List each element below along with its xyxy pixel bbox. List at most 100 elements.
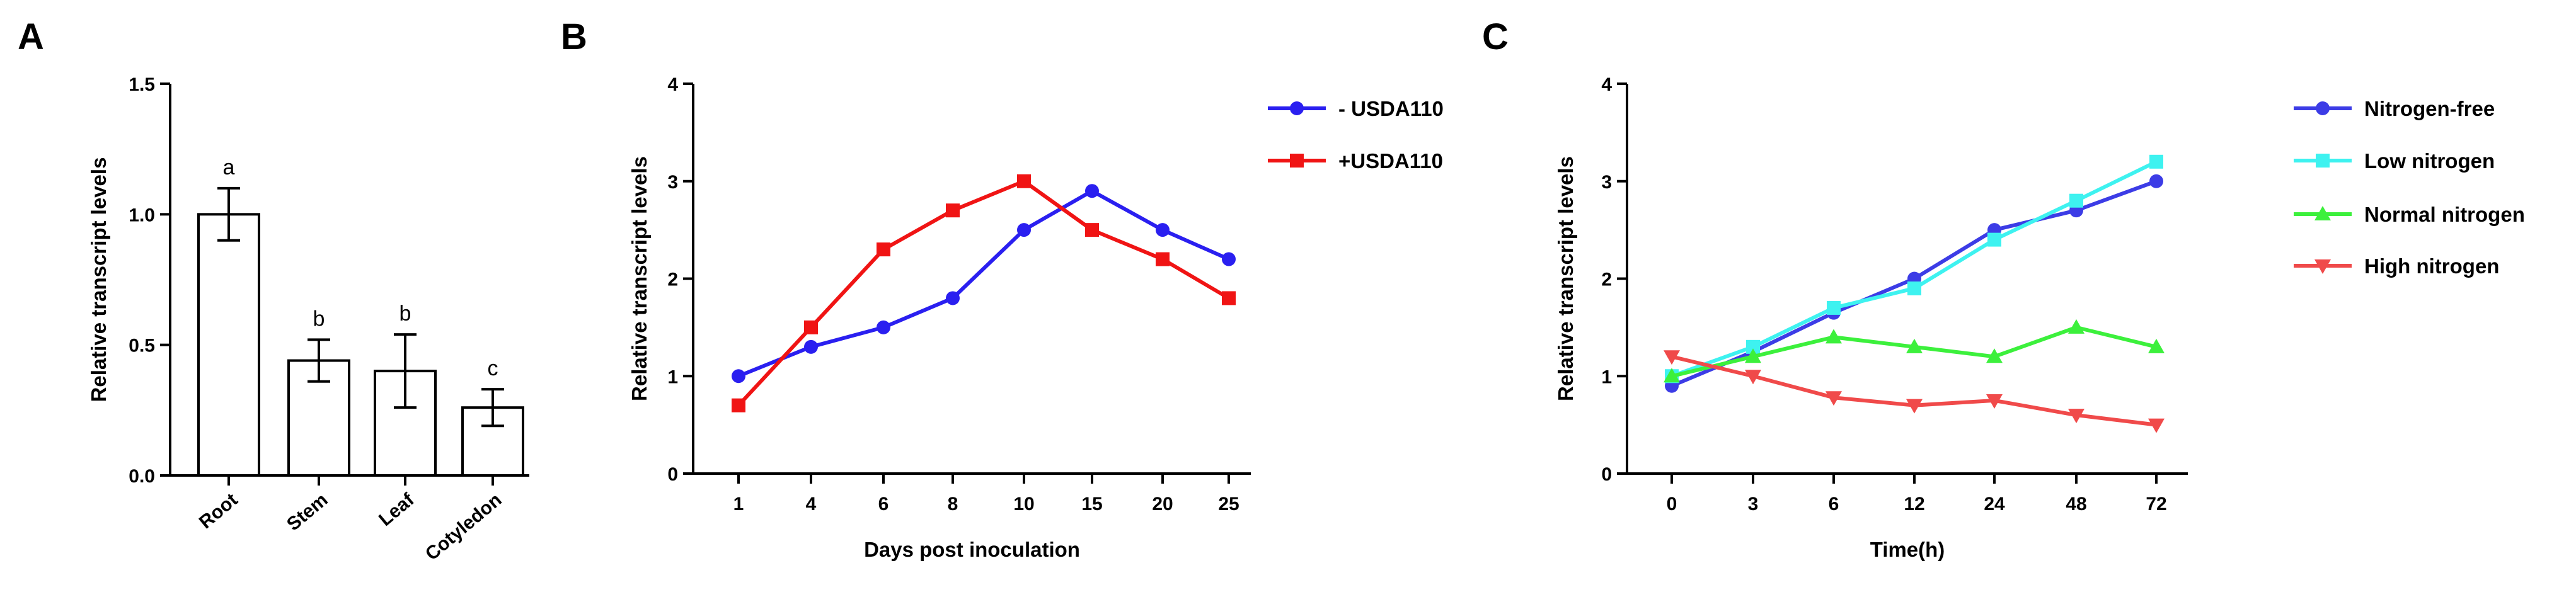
legend-marker-normal-nitrogen [2314,206,2331,220]
legend-label-high-nitrogen: High nitrogen [2364,254,2499,278]
b-x-tick-label: 8 [948,494,958,515]
series-line-usda110 [737,179,1230,407]
data-point-low-nitrogen [1827,300,1841,315]
legend-marker-nitrogen-free [2316,101,2330,115]
data-point-usda110 [732,398,745,412]
data-point-usda110 [1156,223,1170,237]
a-x-tick-label: Stem [283,489,331,535]
data-point-low-nitrogen [1907,281,1921,295]
c-x-tick-label: 3 [1748,494,1759,515]
data-point-usda110 [1222,291,1236,305]
data-point-high-nitrogen [1745,370,1761,385]
data-point-normal-nitrogen [1986,348,2003,363]
b-y-tick-label: 2 [667,270,678,290]
legend-label-nitrogen-free: Nitrogen-free [2364,97,2495,120]
data-point-normal-nitrogen [1906,338,1923,353]
legend-marker-high-nitrogen [2314,259,2331,274]
c-y-tick-label: 0 [1601,464,1612,485]
c-x-axis-title: Time(h) [1870,538,1945,561]
b-x-tick-label: 1 [733,494,744,515]
data-point-nitrogen-free [2149,174,2163,188]
data-point-low-nitrogen [1746,339,1760,354]
data-point-usda110 [946,203,960,218]
b-y-tick-label: 3 [667,172,678,193]
data-point-usda110 [732,369,745,384]
c-x-tick-label: 24 [1984,494,2005,515]
b-x-axis-title: Days post inoculation [864,538,1080,561]
panel-label-b: B [561,16,587,57]
data-point-low-nitrogen [2069,193,2083,208]
significance-letter: a [223,156,235,179]
bar-root [197,213,260,477]
a-x-tick-label: Leaf [375,489,418,530]
panel-label-a: A [18,16,44,57]
b-y-tick-label: 0 [667,464,678,485]
data-point-usda110 [1156,252,1170,266]
b-x-tick-label: 20 [1152,494,1173,515]
data-point-high-nitrogen [1664,350,1680,365]
a-y-tick-label: 0.0 [129,466,155,487]
data-point-usda110 [804,320,818,334]
c-y-tick-label: 4 [1601,74,1612,95]
panel-label-c: C [1482,16,1509,57]
data-point-normal-nitrogen [2068,319,2084,334]
legend-marker-usda110 [1290,101,1304,115]
data-point-low-nitrogen [1987,232,2001,247]
b-y-tick-label: 4 [667,74,678,95]
data-point-usda110 [1085,223,1099,237]
chart-a-bar: 0.0 0.5 1.0 1.5 a Root b Stem b Leaf c Cotyledon Rel… [87,74,529,565]
c-x-tick-label: 12 [1904,494,1924,515]
legend-label-usda110: +USDA110 [1338,149,1443,173]
b-y-axis-title: Relative transcript levels [628,156,651,401]
data-point-high-nitrogen [1826,391,1842,406]
c-y-tick-label: 1 [1601,367,1612,387]
a-y-axis-title: Relative transcript levels [87,157,110,402]
data-point-high-nitrogen [2068,409,2084,424]
b-x-tick-label: 25 [1218,494,1239,515]
data-point-high-nitrogen [2148,418,2165,433]
a-y-tick-label: 0.5 [129,336,155,356]
data-point-usda110 [1222,252,1236,266]
data-point-normal-nitrogen [1664,368,1680,383]
significance-letter: b [313,307,325,331]
legend-label-usda110: - USDA110 [1338,97,1444,120]
a-x-tick-label: Cotyledon [422,489,506,565]
legend-label-low-nitrogen: Low nitrogen [2364,149,2495,173]
b-y-tick-label: 1 [667,367,678,387]
c-y-axis-title: Relative transcript levels [1554,156,1577,401]
b-x-tick-label: 4 [806,494,817,515]
a-x-tick-label: Root [195,489,242,533]
data-point-high-nitrogen [1986,394,2003,409]
legend-label-normal-nitrogen: Normal nitrogen [2364,203,2525,226]
data-point-normal-nitrogen [1745,348,1761,363]
legend-marker-usda110 [1290,154,1304,168]
data-point-usda110 [877,242,890,257]
b-x-tick-label: 10 [1013,494,1034,515]
data-point-usda110 [1017,174,1031,188]
data-point-usda110 [946,291,960,305]
series-line-usda110 [737,189,1230,378]
a-y-tick-label: 1.0 [129,205,155,225]
data-point-usda110 [1085,184,1099,198]
c-x-tick-label: 6 [1829,494,1839,515]
legend-marker-low-nitrogen [2316,154,2330,168]
c-y-tick-label: 2 [1601,270,1612,290]
c-x-tick-label: 48 [2066,494,2086,515]
series-line-high-nitrogen [1671,355,2157,427]
c-y-tick-label: 3 [1601,172,1612,193]
c-x-tick-label: 0 [1667,494,1677,515]
data-point-high-nitrogen [1906,399,1923,414]
data-point-normal-nitrogen [1826,329,1842,344]
c-x-tick-label: 72 [2146,494,2166,515]
data-point-normal-nitrogen [2148,338,2165,353]
data-point-usda110 [804,339,818,354]
a-y-tick-label: 1.5 [129,74,155,95]
b-x-tick-label: 6 [878,494,889,515]
chart-b-line: 0 1 2 3 4 1 4 6 8 10 15 20 25 Days post inoculation Re… [628,74,1444,561]
significance-letter: c [488,356,498,380]
data-point-usda110 [1017,223,1031,237]
data-point-usda110 [877,320,890,334]
b-x-tick-label: 15 [1081,494,1102,515]
